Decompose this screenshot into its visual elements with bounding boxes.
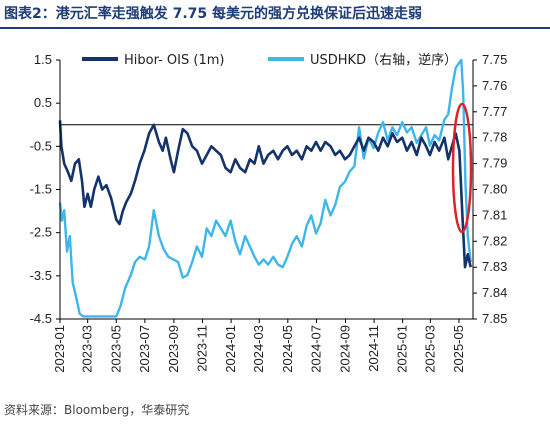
- source-note: 资料来源：Bloomberg，华泰研究: [4, 403, 190, 417]
- left-tick-label: -4.5: [30, 311, 52, 326]
- series-lines: [58, 58, 472, 318]
- highlight-ellipse: [451, 102, 473, 234]
- left-tick-label: 0.5: [34, 95, 52, 110]
- chart-title: 图表2：港元汇率走强触发 7.75 每美元的强方兑换保证后迅速走弱: [4, 6, 423, 22]
- x-tick-label: 2023-01: [52, 325, 67, 373]
- right-axis-ticks: 7.75 7.76 7.77 7.78 7.79 7.80 7.81 7.82 7.83 7.84…: [473, 52, 507, 326]
- x-tick-label: 2023-03: [80, 325, 95, 373]
- right-tick-label: 7.79: [482, 156, 507, 171]
- right-tick-label: 7.82: [482, 233, 507, 248]
- x-tick-label: 2024-07: [308, 325, 323, 373]
- x-tick-label: 2025-01: [395, 325, 410, 373]
- x-tick-label: 2024-03: [251, 325, 266, 373]
- legend-label-hibor: Hibor- OIS (1m): [124, 53, 224, 68]
- right-tick-label: 7.77: [482, 104, 507, 119]
- legend-label-usdhkd: USDHKD（右轴，逆序）: [310, 52, 457, 68]
- x-axis-ticks: 2023-01 2023-03 2023-05 2023-07 2023-09 2023-…: [52, 319, 466, 373]
- left-tick-label: -2.5: [30, 225, 52, 240]
- chart: 1.50.5-0.5-1.5-2.5-3.5-4.5 7.757.767.777…: [30, 52, 508, 373]
- series-line-usdhkd: [58, 58, 472, 318]
- x-tick-label: 2023-07: [137, 325, 152, 373]
- left-tick-label: -1.5: [30, 182, 52, 197]
- x-tick-label: 2023-09: [166, 325, 181, 373]
- right-tick-label: 7.76: [482, 78, 507, 93]
- x-tick-label: 2025-05: [451, 325, 466, 373]
- x-tick-label: 2024-09: [337, 325, 352, 373]
- right-tick-label: 7.83: [482, 259, 507, 274]
- x-tick-label: 2024-11: [366, 325, 381, 372]
- right-tick-label: 7.80: [482, 182, 507, 197]
- x-tick-label: 2024-01: [223, 325, 238, 373]
- x-tick-label: 2025-03: [422, 325, 437, 373]
- right-tick-label: 7.84: [482, 285, 507, 300]
- right-tick-label: 7.78: [482, 130, 507, 145]
- title-underline: [0, 27, 550, 29]
- left-tick-label: -0.5: [30, 138, 52, 153]
- series-line-hibor-ois: [58, 120, 472, 269]
- right-tick-label: 7.85: [482, 311, 507, 326]
- right-tick-label: 7.81: [482, 207, 507, 222]
- right-tick-label: 7.75: [482, 52, 507, 67]
- legend: Hibor- OIS (1m) USDHKD（右轴，逆序）: [82, 52, 457, 68]
- axes: [59, 60, 474, 320]
- left-tick-label: -3.5: [30, 268, 52, 283]
- left-tick-label: 1.5: [34, 52, 52, 67]
- x-tick-label: 2023-11: [195, 325, 210, 372]
- x-tick-label: 2024-05: [280, 325, 295, 373]
- x-tick-label: 2023-05: [108, 325, 123, 373]
- left-axis-ticks: 1.5 0.5 -0.5 -1.5 -2.5 -3.5 -4.5: [30, 52, 60, 326]
